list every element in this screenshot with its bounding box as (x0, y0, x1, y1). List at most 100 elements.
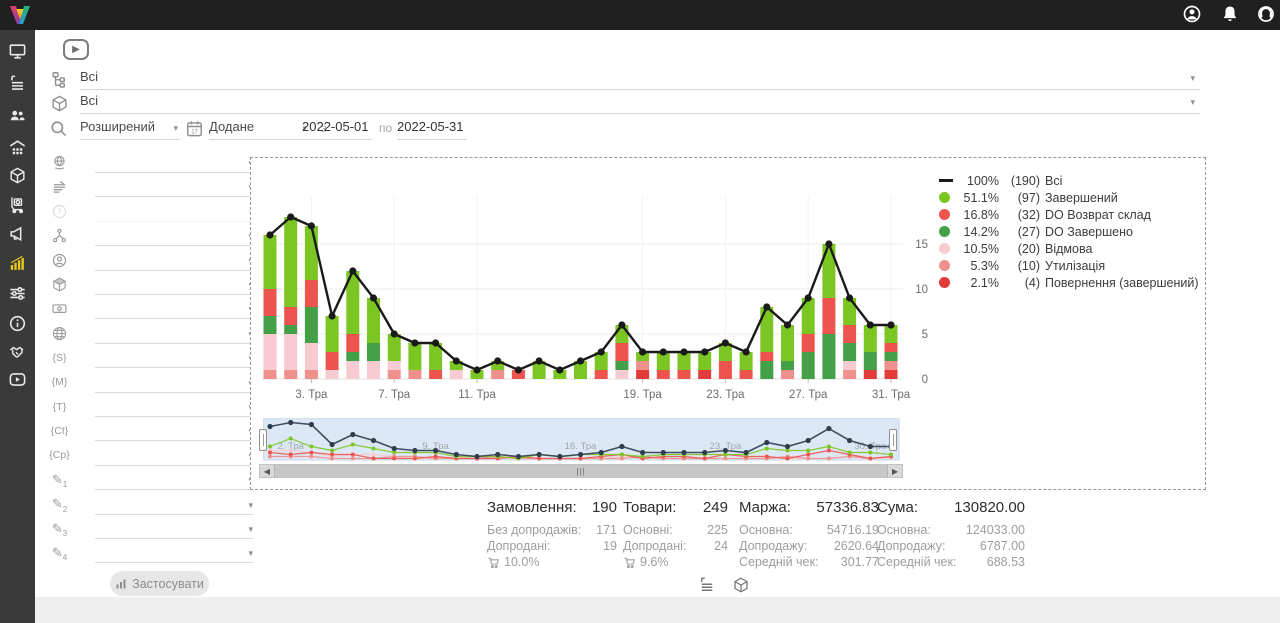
orders-list-icon[interactable] (698, 576, 716, 594)
legend-item[interactable]: 16.8% (32) DO Возврат склад (939, 206, 1201, 223)
filter-select[interactable]: ▾ (95, 273, 253, 295)
content-area: ▶ Всі ▾ Всі ▾ Розширений ▾ 17 Додане ▾ з… (35, 30, 1280, 597)
globe-icon (50, 324, 69, 343)
date-from-input[interactable]: 2022-05-01 (302, 118, 372, 140)
orders-list-icon[interactable] (0, 70, 35, 96)
chart-legend: 100% (190) Всі 51.1% (97) Завершений 16.8% (32)… (939, 172, 1201, 291)
filter-select[interactable]: ▾ (95, 395, 253, 417)
help-video-button[interactable]: ▶ (63, 39, 89, 60)
purchases-trolley-icon[interactable] (0, 191, 35, 217)
filter-select[interactable]: ▾ (95, 151, 253, 173)
legend-label: Утилізація (1045, 258, 1106, 273)
legend-item[interactable]: 5.3% (10) Утилізація (939, 257, 1201, 274)
glyph-icon: {Ct} (50, 424, 69, 437)
legend-item[interactable]: 51.1% (97) Завершений (939, 189, 1201, 206)
product-group-value: Всі (80, 93, 99, 108)
filter-select[interactable]: ▾ (95, 493, 253, 515)
question-icon: ? (50, 202, 69, 221)
filter-select[interactable]: ▾ (95, 371, 253, 393)
filter-select[interactable]: ▾ (95, 468, 253, 491)
filter-row-doc-lines: ▾ (50, 175, 255, 199)
support-headset-icon[interactable] (1256, 4, 1276, 24)
glyph-icon: ✎ 1 (51, 471, 68, 490)
date-field-select[interactable]: Додане ▾ (209, 118, 309, 140)
filter-row-money: ▾ (50, 297, 255, 321)
chevron-down-icon: ▾ (248, 499, 253, 510)
scroll-right-icon[interactable]: ▶ (891, 466, 899, 476)
customers-icon[interactable] (0, 102, 35, 128)
scroll-left-icon[interactable]: ◀ (263, 466, 271, 476)
legend-item[interactable]: 10.5% (20) Відмова (939, 240, 1201, 257)
filter-row-glyph-9: {M} ▾ (50, 371, 255, 395)
partners-handshake-icon[interactable] (0, 338, 35, 364)
filter-select[interactable]: ▾ (95, 541, 253, 564)
filter-row-structure: ▾ (50, 224, 255, 248)
legend-item[interactable]: 14.2% (27) DO Завершено (939, 223, 1201, 240)
bell-icon[interactable] (1220, 4, 1240, 24)
marketing-megaphone-icon[interactable] (0, 220, 35, 246)
scrollbar-thumb[interactable]: ||| (274, 465, 888, 477)
legend-count: (20) (1017, 241, 1040, 256)
search-icon (51, 121, 67, 137)
filter-select[interactable]: ▾ (95, 419, 253, 442)
stat-label: Маржа: (739, 499, 791, 516)
svg-text:16. Тра: 16. Тра (565, 441, 597, 452)
upsell-percent: 10.0% (487, 555, 617, 569)
video-tutorials-icon[interactable] (0, 366, 35, 392)
legend-count: (27) (1017, 224, 1040, 239)
svg-text:11. Тра: 11. Тра (458, 389, 496, 401)
filter-select[interactable]: ▾ (95, 517, 253, 539)
glyph-icon: ✎ 2 (51, 496, 68, 514)
navigator-scrollbar[interactable]: ◀ ||| ▶ (259, 464, 903, 478)
products-box-icon[interactable] (732, 576, 750, 594)
cart-icon (624, 557, 636, 568)
product-group-select[interactable]: Всі ▾ (80, 92, 1200, 114)
stat-subrow: Допродані: 19 (487, 539, 617, 553)
date-to-input[interactable]: 2022-05-31 (397, 118, 467, 140)
legend-count: (4) (1024, 275, 1040, 290)
filter-select[interactable]: ▾ (95, 297, 253, 320)
svg-text:31. Тра: 31. Тра (872, 389, 911, 401)
filter-select[interactable]: ▾ (95, 444, 253, 466)
search-mode-select[interactable]: Розширений ▾ (80, 118, 180, 140)
app-logo-icon[interactable] (8, 3, 32, 27)
filter-row-glyph-16: ✎ 4 ▾ (50, 541, 255, 565)
stat-subrow: Допродані: 24 (623, 539, 728, 553)
filter-select[interactable]: ▾ (95, 322, 253, 344)
upsell-percent: 9.6% (623, 555, 728, 569)
analytics-chart-panel: 3. Тра 7. Тра 11. Тра 19. Тра 23. Тра 27. Тра… (250, 157, 1206, 490)
legend-label: Завершений (1045, 190, 1118, 205)
products-box-icon[interactable] (0, 162, 35, 188)
filter-select[interactable]: ▾ (95, 249, 253, 271)
filter-select[interactable]: ▾ (95, 175, 253, 198)
filter-select[interactable]: ▾ (95, 346, 253, 369)
svg-text:23. Тра: 23. Тра (706, 389, 745, 401)
settings-sliders-icon[interactable] (0, 280, 35, 306)
legend-dot-icon (939, 277, 955, 288)
monitor-icon[interactable] (0, 38, 35, 64)
analytics-chart-icon[interactable] (0, 250, 35, 276)
legend-item[interactable]: 2.1% (4) Повернення (завершений) (939, 274, 1201, 291)
chart-navigator[interactable]: 2. Тра 9. Тра 16. Тра 23. Тра 30. Тра (263, 418, 953, 464)
svg-text:17: 17 (191, 129, 198, 135)
legend-label: Всі (1045, 173, 1063, 188)
legend-item[interactable]: 100% (190) Всі (939, 172, 1201, 189)
date-to-label: по (379, 121, 393, 135)
filter-select[interactable]: ▾ (95, 224, 253, 247)
navigator-right-handle[interactable] (889, 429, 897, 451)
stat-subrow: Допродажу: 2620.64 (739, 539, 879, 553)
stat-subrow: Допродажу: 6787.00 (877, 539, 1025, 553)
warehouse-icon[interactable] (0, 134, 35, 160)
chart-icon (116, 579, 126, 588)
filter-select[interactable]: ▾ (95, 200, 253, 222)
info-icon[interactable] (0, 310, 35, 336)
filter-row-glyph-14: ✎ 2 ▾ (50, 493, 255, 517)
apply-button[interactable]: Застосувати (110, 571, 209, 596)
navigator-left-handle[interactable] (259, 429, 267, 451)
date-field-value: Додане (209, 119, 255, 134)
chevron-down-icon: ▾ (248, 548, 253, 559)
svg-text:9. Тра: 9. Тра (422, 441, 449, 452)
filter-row-globe: ▾ (50, 322, 255, 346)
user-icon[interactable] (1182, 4, 1202, 24)
status-group-select[interactable]: Всі ▾ (80, 68, 1200, 90)
